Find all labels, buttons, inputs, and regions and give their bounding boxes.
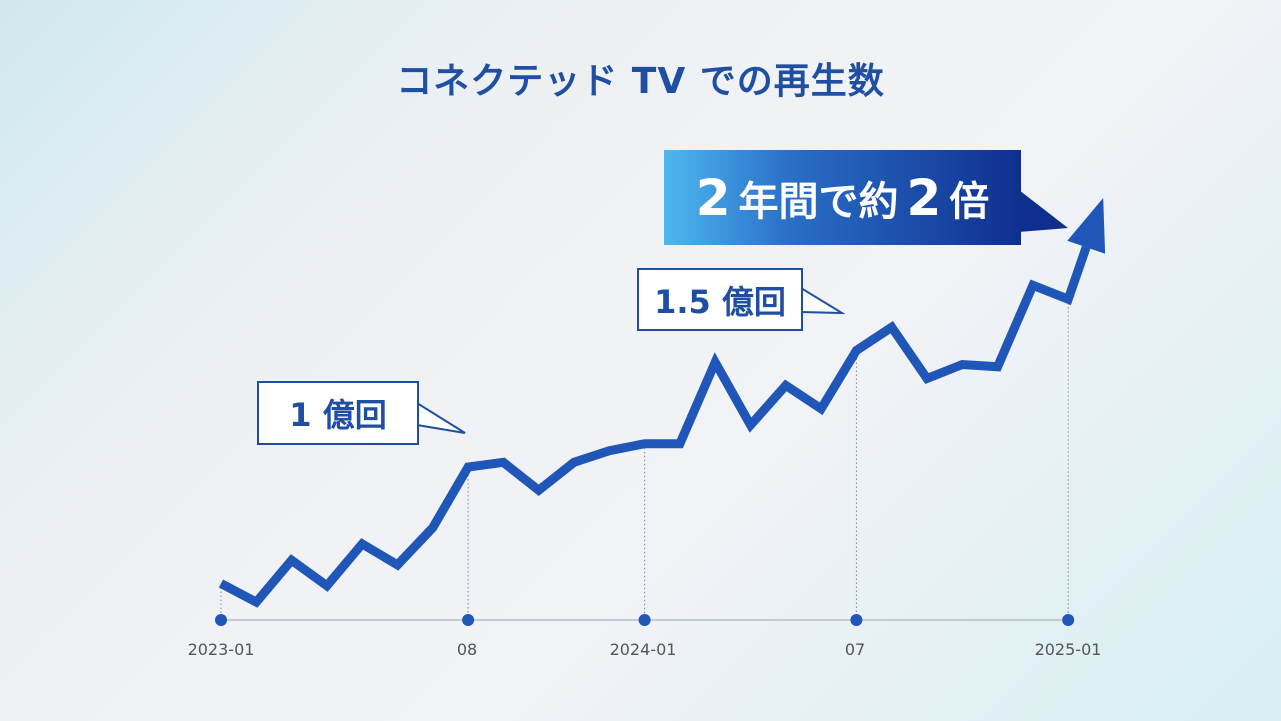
tick-dot [1062,614,1075,626]
headline-suffix: 倍 [949,178,990,225]
tick-dot [462,614,475,626]
annotation-15-oku: 1.5 億回 [637,268,803,331]
tick-dot [638,614,651,626]
tick-dots [215,614,1075,626]
x-tick-label: 2025-01 [1034,640,1102,659]
annotation-15-label: 1.5 億回 [654,282,786,321]
page-title: コネクテッド TV での再生数 [396,61,885,102]
headline-banner: 2 年間で約 2 倍 [664,150,1021,245]
headline-number-times: 2 [906,168,942,227]
x-tick-label: 2024-01 [609,640,677,659]
tick-dot [215,614,227,626]
headline-number-years: 2 [695,168,731,227]
callout-1-pointer [416,401,466,434]
x-tick-label: 08 [456,640,478,659]
arrow-head [1067,198,1106,254]
annotation-1-oku: 1 億回 [257,381,419,445]
headline-text: 年間で約 [738,178,899,225]
x-tick-label: 2023-01 [187,640,255,659]
banner-pointer [1019,190,1068,232]
callout-15-pointer [800,286,846,315]
x-tick-label: 07 [844,640,866,659]
tick-guides [220,299,1069,620]
series-line [218,245,1091,608]
tick-dot [850,614,863,626]
annotation-1-label: 1 億回 [289,396,387,434]
